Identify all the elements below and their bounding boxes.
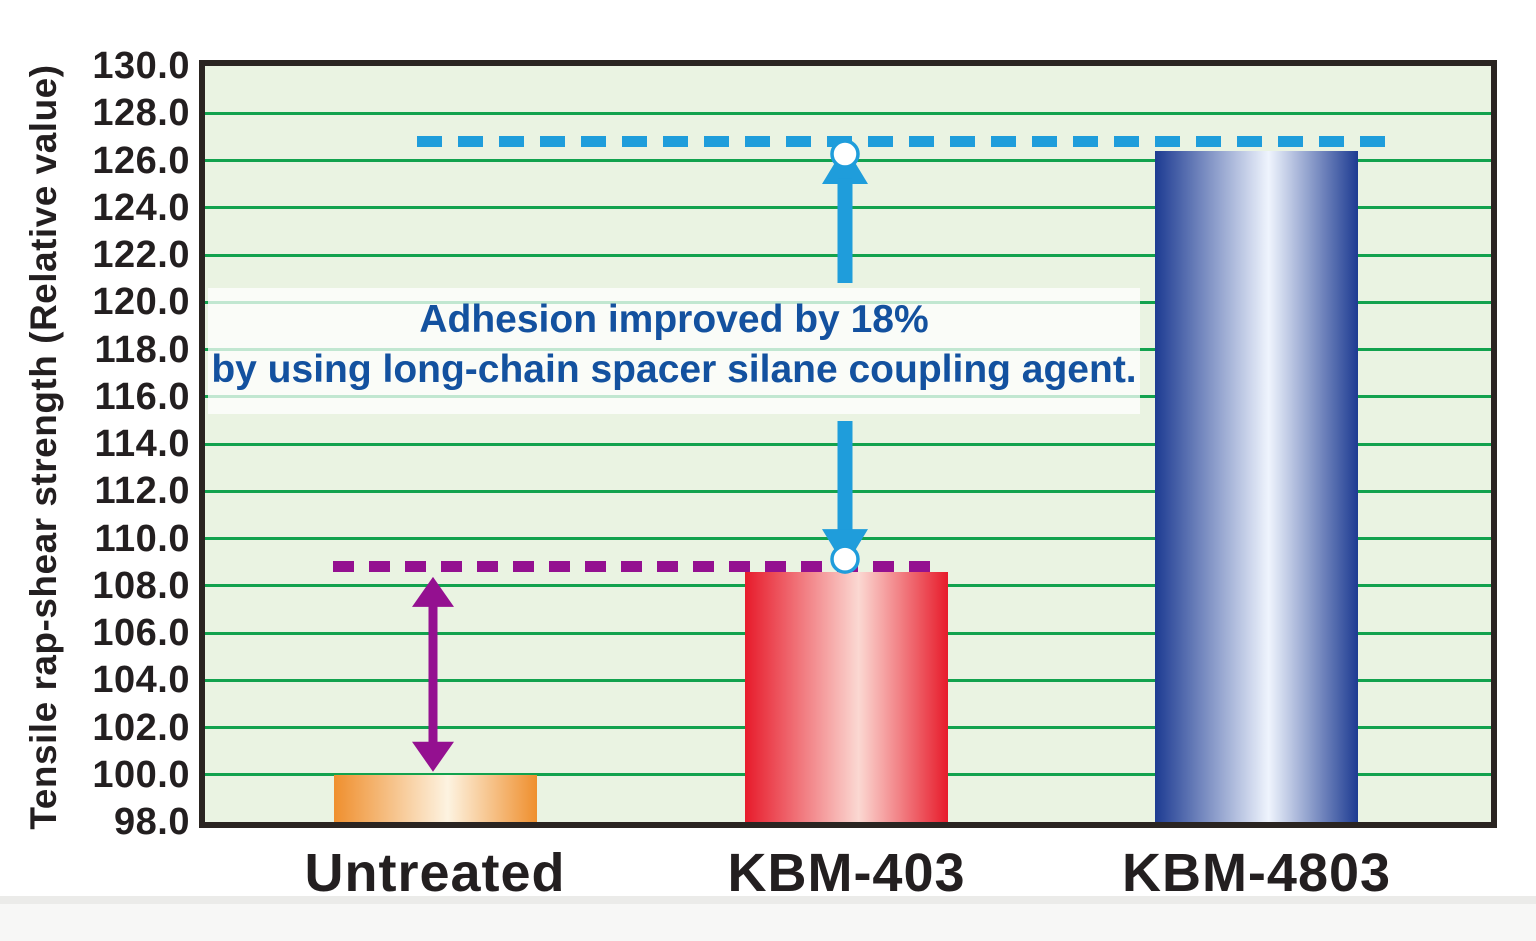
y-tick-label: 122.0 bbox=[92, 234, 190, 276]
annotation-line-2: by using long-chain spacer silane coupli… bbox=[211, 348, 1137, 391]
double-arrow-improvement bbox=[412, 576, 454, 772]
down-arrow-shaft bbox=[837, 421, 853, 536]
y-tick-label: 118.0 bbox=[94, 328, 190, 371]
y-tick-label: 108.0 bbox=[92, 564, 190, 607]
y-tick-label: 124.0 bbox=[92, 186, 190, 229]
y-tick-label: 110.0 bbox=[94, 517, 190, 560]
y-tick-label: 98.0 bbox=[114, 801, 190, 843]
annotation-band: Adhesion improved by 18% by using long-c… bbox=[208, 288, 1140, 414]
annotation-line-1: Adhesion improved by 18% bbox=[419, 298, 929, 341]
x-axis-label-kbm-4803: KBM-4803 bbox=[1121, 843, 1392, 903]
y-tick-label: 114.0 bbox=[94, 423, 190, 465]
y-tick-label: 102.0 bbox=[92, 706, 190, 749]
y-tick-label: 104.0 bbox=[92, 659, 190, 702]
up-arrow-shaft bbox=[837, 178, 853, 283]
x-axis-label-untreated: Untreated bbox=[304, 843, 566, 903]
y-tick-label: 128.0 bbox=[92, 92, 190, 135]
down-arrow-tip-marker bbox=[830, 544, 860, 574]
y-tick-label: 120.0 bbox=[92, 281, 190, 324]
reference-line-1 bbox=[333, 561, 945, 573]
footer-area bbox=[0, 904, 1536, 941]
y-tick-label: 130.0 bbox=[92, 45, 190, 87]
bar-untreated bbox=[333, 774, 537, 822]
y-tick-label: 116.0 bbox=[94, 375, 190, 418]
up-arrow-tip-marker bbox=[830, 139, 860, 169]
gridline bbox=[205, 111, 1491, 115]
x-axis-label-kbm-403: KBM-403 bbox=[727, 843, 966, 903]
y-tick-label: 112.0 bbox=[94, 470, 190, 513]
reference-line-2 bbox=[417, 136, 1393, 148]
y-tick-label: 126.0 bbox=[92, 139, 190, 182]
footer-divider bbox=[0, 896, 1536, 904]
bar-kbm-403 bbox=[745, 571, 948, 822]
y-tick-label: 106.0 bbox=[92, 612, 190, 654]
y-tick-label: 100.0 bbox=[92, 753, 190, 796]
bar-kbm-4803 bbox=[1155, 151, 1358, 822]
